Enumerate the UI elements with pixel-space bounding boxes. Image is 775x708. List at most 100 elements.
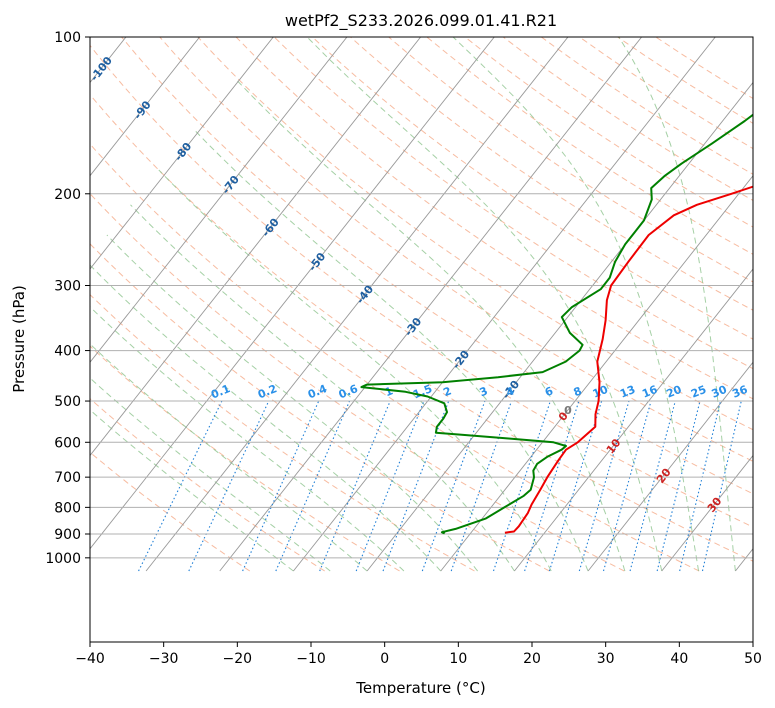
mixing-ratio-line bbox=[242, 400, 320, 572]
moist-adiabat bbox=[90, 306, 405, 572]
mixing-ratio-label: 2 bbox=[441, 384, 453, 399]
mixing-ratio-label: 0.1 bbox=[209, 382, 232, 401]
dry-adiabat bbox=[121, 37, 753, 495]
dry-adiabat bbox=[464, 37, 753, 228]
mixing-ratio-line bbox=[275, 400, 351, 572]
mixing-ratio-line bbox=[578, 400, 630, 572]
x-tick-label: 0 bbox=[380, 651, 389, 667]
isotherm-label: -50 bbox=[306, 250, 329, 274]
x-tick-label: −20 bbox=[223, 651, 253, 667]
y-axis-title: Pressure (hPa) bbox=[10, 285, 28, 393]
isotherm-label: -80 bbox=[172, 140, 195, 164]
moist-adiabat bbox=[130, 204, 515, 572]
moist-adiabat bbox=[306, 37, 663, 572]
mixing-ratio-line bbox=[524, 400, 580, 572]
moist-adiabat bbox=[90, 343, 368, 572]
dry-adiabat bbox=[90, 243, 550, 572]
moist-adiabat bbox=[90, 409, 294, 572]
moist-adiabat bbox=[158, 169, 552, 572]
isotherm-line bbox=[90, 37, 274, 270]
mixing-ratio-label: 20 bbox=[664, 383, 683, 401]
mixing-ratio-line bbox=[701, 400, 742, 572]
x-tick-label: 20 bbox=[523, 651, 541, 667]
isotherm-line bbox=[90, 37, 348, 363]
isotherm-line bbox=[440, 175, 753, 572]
isotherm-line bbox=[293, 37, 716, 572]
x-tick-label: 30 bbox=[597, 651, 615, 667]
dry-adiabat bbox=[90, 451, 251, 572]
dry-adiabat bbox=[90, 398, 325, 572]
y-tick-label: 100 bbox=[54, 30, 81, 46]
isotherm-line bbox=[0, 28, 60, 571]
mixing-ratio-label: 8 bbox=[572, 384, 584, 399]
isotherm-line bbox=[90, 37, 422, 457]
moist-adiabat bbox=[234, 77, 626, 572]
dry-adiabat bbox=[90, 93, 753, 562]
x-tick-label: 50 bbox=[744, 651, 762, 667]
moist-adiabat bbox=[618, 37, 736, 572]
mixing-ratio-label: 30 bbox=[710, 383, 729, 401]
y-tick-label: 800 bbox=[54, 500, 81, 516]
isotherm-label: -90 bbox=[131, 98, 154, 122]
profile-lines bbox=[360, 113, 753, 535]
mixing-ratio-line bbox=[629, 400, 676, 572]
mixing-ratio-line bbox=[492, 400, 551, 572]
dry-adiabat bbox=[90, 143, 700, 572]
isotherm-label: -40 bbox=[354, 283, 377, 307]
x-tick-label: 40 bbox=[670, 651, 688, 667]
dry-adiabat bbox=[90, 44, 753, 528]
moist-adiabat bbox=[90, 377, 331, 572]
mixing-ratio-label: 25 bbox=[689, 383, 708, 401]
isotherm-line bbox=[735, 548, 753, 572]
mixing-ratio-label: 16 bbox=[640, 383, 659, 401]
y-tick-label: 1000 bbox=[45, 551, 81, 567]
mixing-ratio-label: 10 bbox=[591, 383, 610, 401]
mixing-ratio-label: 3 bbox=[478, 384, 490, 399]
dry-adiabat bbox=[90, 293, 475, 572]
isotherm-label: 40 bbox=[761, 516, 775, 536]
mixing-ratio-label: 36 bbox=[730, 383, 749, 401]
background-lines bbox=[0, 28, 753, 572]
mixing-ratio-line bbox=[355, 400, 425, 572]
mixing-ratio-line bbox=[138, 400, 223, 572]
mixing-ratio-label: 1 bbox=[383, 384, 395, 399]
dry-adiabat bbox=[235, 37, 753, 400]
mixing-ratio-line bbox=[188, 400, 270, 572]
zero-marker-label: 0 bbox=[564, 404, 572, 417]
isotherm-line bbox=[145, 37, 569, 572]
dry-adiabat bbox=[388, 37, 753, 283]
x-tick-label: −40 bbox=[75, 651, 105, 667]
x-axis-title: Temperature (°C) bbox=[355, 679, 485, 697]
chart-title: wetPf2_S233.2026.099.01.41.R21 bbox=[285, 11, 557, 31]
mixing-ratio-line bbox=[656, 400, 701, 572]
dry-adiabat bbox=[197, 37, 753, 431]
isotherm-line bbox=[366, 81, 753, 572]
plot-frame bbox=[89, 36, 754, 643]
x-tick-label: 10 bbox=[449, 651, 467, 667]
mixing-ratio-label: 0.4 bbox=[306, 382, 329, 401]
isotherm-line bbox=[90, 37, 495, 550]
temperature-line bbox=[504, 185, 753, 534]
moist-adiabat bbox=[106, 234, 478, 572]
isotherm-line bbox=[219, 37, 643, 572]
y-tick-label: 400 bbox=[54, 344, 81, 360]
y-tick-label: 600 bbox=[54, 435, 81, 451]
mixing-ratio-line bbox=[319, 400, 391, 572]
dewpoint-line bbox=[360, 113, 753, 535]
mixing-ratio-label: 6 bbox=[543, 384, 555, 399]
moist-adiabat bbox=[192, 128, 589, 572]
isotherm-line bbox=[661, 454, 753, 572]
isotherm-label: -70 bbox=[219, 173, 242, 197]
mixing-ratio-line bbox=[602, 400, 652, 572]
isotherm-label: 10 bbox=[604, 436, 624, 456]
mixing-ratio-line bbox=[679, 400, 722, 572]
y-tick-label: 200 bbox=[54, 187, 81, 203]
dry-adiabat bbox=[159, 37, 753, 462]
isotherm-label: -20 bbox=[450, 348, 473, 372]
dry-adiabat bbox=[350, 37, 753, 311]
isotherm-line bbox=[90, 37, 201, 177]
mixing-ratio-label: 13 bbox=[618, 383, 637, 401]
dry-adiabat bbox=[579, 37, 753, 150]
